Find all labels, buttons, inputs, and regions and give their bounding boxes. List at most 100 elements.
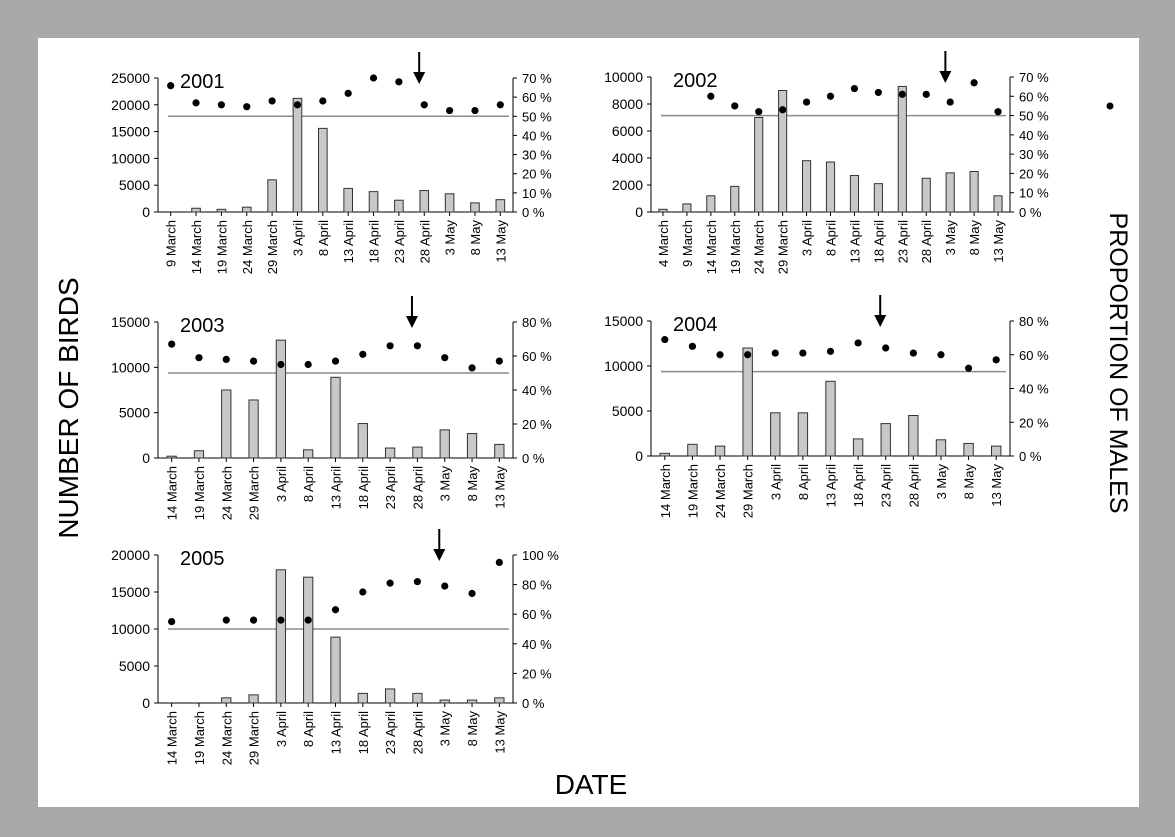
- category-label: 24 March: [240, 220, 255, 274]
- bar: [935, 439, 947, 457]
- bar: [412, 692, 423, 704]
- bar: [343, 187, 353, 213]
- chart-panel: 0 5000 10000 15000 20000 25000 0 % 10 % 20 % 30 %…: [111, 52, 552, 274]
- right-tick-label: 30 %: [1019, 147, 1049, 162]
- category-label: 19 March: [685, 464, 700, 518]
- category-label: 14 March: [658, 464, 673, 518]
- male-proportion-dot: [359, 588, 367, 596]
- category-label: 8 April: [824, 220, 839, 256]
- right-tick-label: 20 %: [522, 167, 552, 182]
- category-label: 14 March: [189, 220, 204, 274]
- category-label: 13 May: [492, 466, 507, 509]
- male-proportion-dot: [413, 578, 422, 586]
- bar: [730, 185, 740, 213]
- category-label: 19 March: [214, 220, 229, 274]
- right-tick-label: 10 %: [522, 186, 552, 201]
- category-label: 14 March: [165, 711, 180, 765]
- male-proportion-dot: [304, 616, 312, 624]
- bar: [216, 208, 227, 213]
- category-label: 29 March: [265, 220, 280, 274]
- category-label: 8 May: [468, 220, 483, 256]
- panel-title: 2002: [673, 70, 718, 92]
- left-tick-label: 15000: [111, 584, 150, 600]
- panel-title: 2005: [180, 548, 225, 570]
- arrow-head: [874, 315, 887, 327]
- male-proportion-dot: [731, 102, 739, 110]
- category-label: 3 April: [274, 466, 289, 502]
- left-tick-label: 2000: [612, 177, 643, 193]
- category-label: 8 April: [301, 711, 316, 747]
- bar: [687, 443, 698, 457]
- bar: [706, 195, 716, 213]
- bar: [439, 429, 450, 459]
- male-proportion-dot: [909, 349, 917, 357]
- right-tick-label: 40 %: [522, 637, 552, 652]
- category-label: 13 April: [329, 711, 344, 754]
- bar: [221, 697, 232, 704]
- category-label: 3 April: [768, 464, 783, 500]
- male-proportion-dot: [882, 344, 890, 352]
- chart-panel: 0 5000 10000 15000 20000 0 % 20 % 40 % 60 % 80 % 1…: [111, 529, 559, 765]
- category-label: 28 April: [417, 220, 432, 263]
- bar: [248, 694, 259, 704]
- category-label: 14 March: [704, 220, 719, 274]
- bar: [825, 161, 836, 213]
- bar: [384, 447, 396, 459]
- male-proportion-dot: [937, 351, 945, 359]
- category-label: 8 April: [796, 464, 811, 500]
- male-proportion-dot: [395, 78, 403, 86]
- male-proportion-dot: [217, 101, 225, 109]
- male-proportion-dot: [319, 97, 327, 105]
- category-label: 14 March: [165, 466, 180, 520]
- category-label: 18 April: [367, 220, 382, 263]
- male-proportion-dot: [441, 354, 449, 362]
- bar: [897, 85, 907, 213]
- left-tick-label: 10000: [604, 69, 643, 85]
- chart-panel: 0 5000 10000 15000 0 % 20 % 40 % 60 % 80 % 14 Mar…: [111, 296, 552, 520]
- male-proportion-dot: [799, 349, 807, 357]
- male-proportion-dot: [854, 339, 862, 347]
- category-label: 19 March: [192, 466, 207, 520]
- left-tick-label: 5000: [119, 177, 150, 193]
- category-label: 13 April: [341, 220, 356, 263]
- category-label: 3 May: [443, 220, 458, 256]
- right-tick-label: 20 %: [522, 417, 552, 432]
- left-tick-label: 8000: [612, 96, 643, 112]
- right-tick-label: 0 %: [1019, 205, 1042, 220]
- male-proportion-dot: [386, 579, 394, 587]
- left-tick-label: 20000: [111, 547, 150, 563]
- category-label: 19 March: [728, 220, 743, 274]
- left-tick-label: 0: [635, 448, 643, 464]
- category-label: 13 May: [991, 220, 1006, 263]
- bar: [357, 423, 368, 459]
- right-tick-label: 50 %: [1019, 109, 1049, 124]
- category-label: 3 April: [274, 711, 289, 747]
- arrow-head: [405, 316, 418, 328]
- male-proportion-dot: [168, 618, 176, 626]
- male-proportion-dot: [277, 360, 285, 369]
- category-label: 23 April: [879, 464, 894, 507]
- male-proportion-dot: [192, 99, 200, 107]
- male-proportion-dot: [420, 101, 428, 109]
- right-tick-label: 80 %: [1019, 314, 1049, 329]
- male-proportion-dot: [222, 616, 230, 624]
- male-proportion-dot: [946, 98, 954, 106]
- right-tick-label: 0 %: [522, 205, 545, 220]
- male-proportion-dot: [964, 364, 973, 372]
- right-tick-label: 40 %: [522, 383, 552, 398]
- male-proportion-dot: [970, 79, 978, 87]
- male-proportion-dot: [441, 582, 449, 590]
- category-label: 28 April: [906, 464, 921, 507]
- bar: [993, 195, 1003, 213]
- bar: [303, 449, 314, 459]
- male-proportion-dot: [994, 108, 1002, 116]
- bar: [659, 452, 671, 457]
- bar: [292, 97, 303, 213]
- category-label: 23 April: [383, 711, 398, 754]
- right-tick-label: 60 %: [1019, 89, 1049, 104]
- male-proportion-dot: [898, 90, 906, 98]
- bar: [193, 450, 205, 459]
- bar: [963, 442, 974, 457]
- arrow-head: [433, 549, 446, 561]
- category-label: 23 April: [392, 220, 407, 263]
